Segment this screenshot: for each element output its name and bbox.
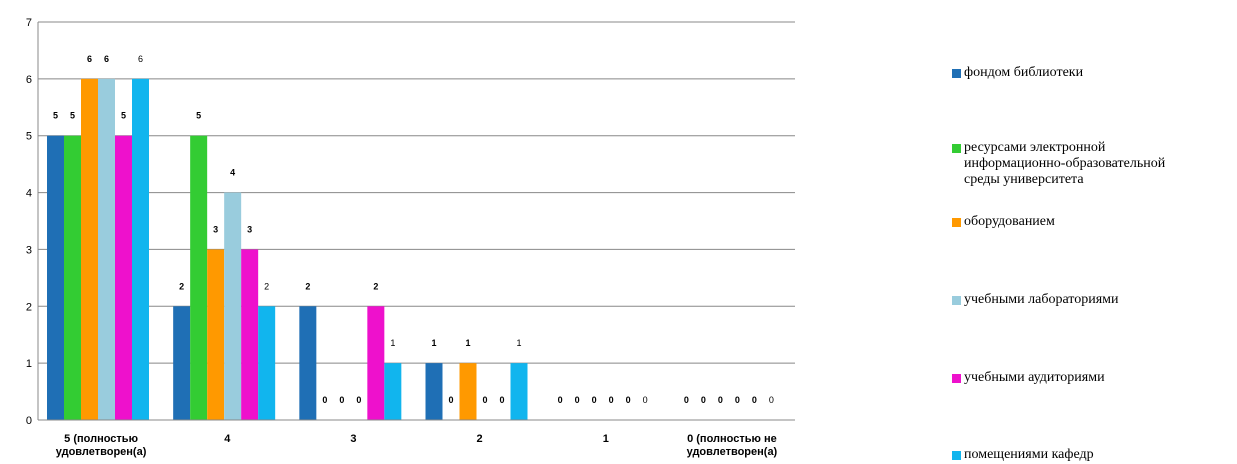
- legend-item: учебными аудиториями: [952, 370, 1234, 386]
- bar: [47, 135, 64, 420]
- data-label: 6: [104, 54, 109, 64]
- legend-item: помещениями кафедр: [952, 447, 1234, 463]
- legend-swatch: [952, 374, 961, 383]
- legend-label: помещениями кафедр: [964, 447, 1094, 462]
- bar: [299, 306, 317, 420]
- data-label: 2: [179, 281, 184, 291]
- data-label: 0: [558, 395, 563, 405]
- y-tick-label: 7: [26, 17, 32, 29]
- data-label: 1: [431, 338, 436, 348]
- y-tick-label: 5: [26, 131, 32, 143]
- x-tick-label: 5 (полностью удовлетворен(а): [56, 433, 147, 458]
- bar: [132, 78, 149, 420]
- x-tick-label: 0 (полностью не удовлетворен(а): [687, 433, 778, 458]
- bar: [207, 249, 225, 420]
- data-label: 0: [592, 395, 597, 405]
- legend-label: оборудованием: [964, 214, 1055, 229]
- bars: [47, 78, 528, 420]
- x-tick-label: 3: [350, 433, 356, 445]
- bar: [384, 363, 402, 420]
- y-tick-label: 3: [26, 244, 32, 256]
- data-label: 5: [121, 111, 126, 121]
- axes: 0 1 2 3 4 5 6 7 5 (полностью удовлетворен(а) 4 3 2 1 0…: [26, 17, 795, 458]
- legend-item: учебными лабораториями: [952, 292, 1234, 308]
- bar: [224, 192, 242, 420]
- data-label: 0: [448, 395, 453, 405]
- data-label: 0: [575, 395, 580, 405]
- data-label: 0: [482, 395, 487, 405]
- data-label: 1: [516, 338, 521, 348]
- data-label: 5: [70, 111, 75, 121]
- data-label: 0: [769, 395, 774, 405]
- legend-swatch: [952, 218, 961, 227]
- data-labels: 5 5 6 6 5 6 2 5 3 4 3 2 2 0 0 0 2 1 1 0 1 0 0 1 0 0 0 0 0 0 0 0 0 0 0 0: [53, 54, 774, 405]
- bar: [510, 363, 528, 420]
- data-label: 2: [305, 281, 310, 291]
- data-label: 5: [53, 111, 58, 121]
- legend-label: учебными лабораториями: [964, 292, 1119, 307]
- bar: [173, 306, 191, 420]
- x-tick-label: 1: [603, 433, 609, 445]
- data-label: 0: [499, 395, 504, 405]
- legend-item: оборудованием: [952, 214, 1234, 230]
- legend-label: фондом библиотеки: [964, 65, 1084, 80]
- bar: [425, 363, 443, 420]
- legend-swatch: [952, 451, 961, 460]
- y-tick-label: 2: [26, 301, 32, 313]
- legend-label: ресурсами электронной информационно-обра…: [964, 140, 1166, 187]
- data-label: 1: [465, 338, 470, 348]
- legend-item: фондом библиотеки: [952, 65, 1234, 81]
- data-label: 0: [609, 395, 614, 405]
- legend-swatch: [952, 144, 961, 153]
- legend-swatch: [952, 69, 961, 78]
- legend-label: учебными аудиториями: [964, 370, 1105, 385]
- data-label: 3: [213, 224, 218, 234]
- data-label: 3: [247, 224, 252, 234]
- bar: [367, 306, 385, 420]
- data-label: 0: [643, 395, 648, 405]
- data-label: 6: [87, 54, 92, 64]
- data-label: 0: [735, 395, 740, 405]
- data-label: 6: [138, 54, 143, 64]
- legend: фондом библиотеки ресурсами электронной и…: [952, 0, 1237, 464]
- y-tick-label: 1: [26, 358, 32, 370]
- data-label: 0: [684, 395, 689, 405]
- gridlines: [38, 21, 795, 364]
- legend-swatch: [952, 296, 961, 305]
- bar-chart: 5 5 6 6 5 6 2 5 3 4 3 2 2 0 0 0 2 1 1 0 1 0 0 1 0 0 0 0 0 0 0 0 0 0 0 0 0 1 2…: [26, 17, 795, 458]
- data-label: 0: [356, 395, 361, 405]
- data-label: 0: [752, 395, 757, 405]
- data-label: 1: [390, 338, 395, 348]
- legend-item: ресурсами электронной информационно-обра…: [952, 140, 1234, 188]
- y-tick-label: 4: [26, 188, 32, 200]
- data-label: 2: [373, 281, 378, 291]
- bar: [190, 135, 208, 420]
- bar: [98, 78, 115, 420]
- x-tick-label: 4: [224, 433, 231, 445]
- x-tick-label: 2: [477, 433, 483, 445]
- data-label: 4: [230, 168, 235, 178]
- bar: [81, 78, 98, 420]
- data-label: 0: [718, 395, 723, 405]
- bar: [459, 363, 477, 420]
- data-label: 2: [264, 281, 269, 291]
- data-label: 0: [322, 395, 327, 405]
- bar: [258, 306, 276, 420]
- data-label: 0: [701, 395, 706, 405]
- data-label: 5: [196, 111, 201, 121]
- data-label: 0: [339, 395, 344, 405]
- bar: [241, 249, 259, 420]
- y-tick-label: 6: [26, 74, 32, 86]
- data-label: 0: [626, 395, 631, 405]
- y-tick-label: 0: [26, 415, 32, 427]
- bar: [64, 135, 81, 420]
- bar: [115, 135, 132, 420]
